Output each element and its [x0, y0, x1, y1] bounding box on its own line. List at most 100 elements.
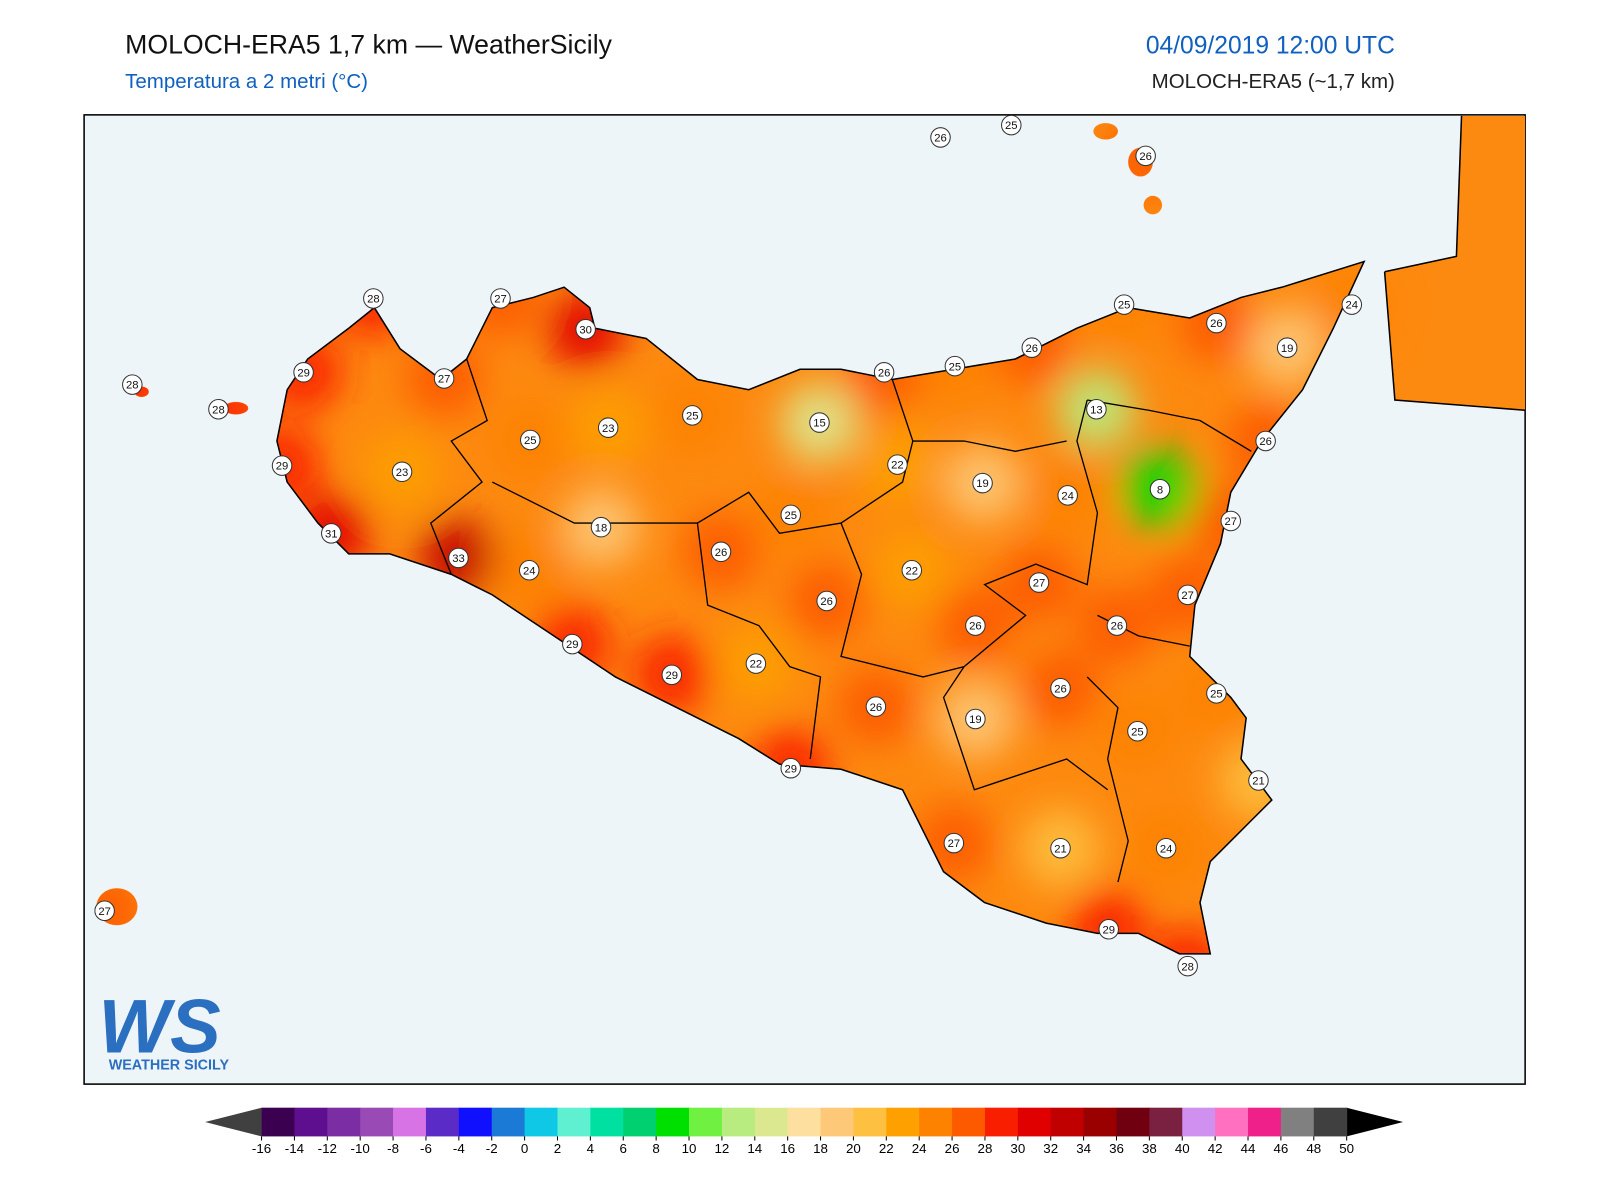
- colorbar-tick-label: 10: [682, 1141, 697, 1156]
- station-marker: [293, 362, 314, 383]
- station-marker: [1341, 294, 1363, 315]
- colorbar-box: [656, 1107, 690, 1137]
- colorbar-tick-label: 16: [780, 1141, 795, 1156]
- colorbar-tick-label: 24: [912, 1141, 927, 1156]
- station-marker: [1248, 770, 1269, 791]
- colorbar-tick-label: 30: [1010, 1141, 1025, 1156]
- model-name: MOLOCH-ERA5 (~1,7 km): [1152, 70, 1395, 93]
- province-borders: [429, 358, 1252, 883]
- colorbar-tick-label: 26: [945, 1141, 960, 1156]
- colorbar-box: [1248, 1107, 1282, 1137]
- station-marker: [965, 615, 986, 636]
- colorbar-box: [425, 1107, 460, 1137]
- colorbar-tick-label: 34: [1076, 1141, 1091, 1156]
- station-marker: [809, 412, 830, 433]
- station-marker: [590, 516, 612, 538]
- colorbar-box: [524, 1107, 558, 1137]
- station-value: 29: [566, 639, 579, 651]
- colorbar-tick-label: -16: [252, 1141, 271, 1156]
- logo-name: WEATHER SICILY: [109, 1058, 230, 1074]
- colorbar-tick-label: 2: [554, 1141, 561, 1156]
- station-value: 23: [396, 467, 409, 479]
- station-value: 28: [126, 380, 139, 392]
- logo-letters: WS: [98, 984, 220, 1069]
- station-value: 25: [524, 435, 537, 447]
- colorbar-tick-label: 42: [1208, 1141, 1223, 1156]
- station-marker: [1206, 312, 1227, 334]
- station-value: 25: [686, 410, 699, 422]
- colorbar-box: [590, 1107, 624, 1137]
- colorbar-box: [393, 1107, 427, 1137]
- station-labels: 26 25 26 28 27 30 29 27 28 28 23 25 15 25 26 25 26 25 26 24…: [94, 114, 1363, 977]
- colorbar-tick-label: 38: [1142, 1141, 1157, 1156]
- colorbar-box: [886, 1107, 920, 1137]
- colorbar-box: [261, 1107, 295, 1137]
- colorbar-tick-label: 46: [1273, 1141, 1288, 1156]
- station-marker: [1098, 918, 1119, 940]
- station-value: 26: [1139, 151, 1152, 163]
- station-value: 25: [949, 361, 962, 373]
- station-value: 24: [523, 565, 536, 577]
- colorbar-tick-label: 18: [813, 1141, 828, 1156]
- station-value: 28: [212, 404, 225, 416]
- station-marker: [518, 559, 540, 581]
- station-value: 19: [976, 478, 989, 490]
- station-value: 24: [1160, 843, 1173, 855]
- station-marker: [780, 504, 802, 526]
- colorbar-box: [458, 1107, 493, 1137]
- station-value: 26: [870, 702, 883, 714]
- station-value: 27: [1033, 578, 1046, 590]
- station-marker: [1276, 337, 1298, 358]
- datetime: 04/09/2019 12:00 UTC: [1146, 32, 1395, 59]
- colorbar-box: [1017, 1107, 1052, 1137]
- colorbar-box: [1116, 1107, 1150, 1137]
- station-value: 26: [1026, 343, 1039, 355]
- colorbar-tick-label: -12: [318, 1141, 337, 1156]
- colorbar-tick-label: -8: [387, 1141, 399, 1156]
- subtitle: Temperatura a 2 metri (°C): [125, 70, 368, 93]
- station-value: 25: [1118, 300, 1131, 312]
- colorbar-tick-label: 28: [978, 1141, 993, 1156]
- colorbar-tick-label: 12: [714, 1141, 729, 1156]
- station-marker: [1206, 683, 1227, 704]
- colorbar-tick-label: -6: [420, 1141, 432, 1156]
- colorbar-tick-label: 20: [846, 1141, 861, 1156]
- station-marker: [363, 288, 384, 309]
- colorbar-box: [1182, 1107, 1216, 1137]
- station-value: 27: [494, 294, 507, 306]
- station-value: 31: [325, 528, 338, 540]
- station-value: 27: [98, 906, 111, 918]
- station-marker: [1021, 337, 1043, 358]
- colorbar-box: [1215, 1107, 1249, 1137]
- colorbar-box: [820, 1107, 854, 1137]
- station-value: 15: [813, 418, 826, 430]
- station-marker: [944, 355, 966, 377]
- station-value: 24: [1346, 300, 1359, 312]
- colorbar-under: [205, 1107, 262, 1137]
- station-value: 21: [1252, 776, 1265, 788]
- colorbar-box: [1313, 1107, 1348, 1137]
- station-marker: [873, 362, 895, 383]
- station-marker: [1028, 572, 1050, 593]
- colorbar-tick-label: -4: [453, 1141, 465, 1156]
- station-value: 26: [969, 621, 982, 633]
- station-marker: [490, 288, 511, 309]
- colorbar-box: [1050, 1107, 1085, 1137]
- station-value: 27: [1225, 516, 1238, 528]
- station-value: 22: [750, 659, 763, 671]
- logo: WS WEATHER SICILY: [98, 984, 229, 1073]
- station-marker: [1050, 677, 1071, 699]
- station-marker: [1001, 114, 1022, 136]
- coastline: [1383, 115, 1526, 412]
- colorbar-tick-label: -2: [486, 1141, 498, 1156]
- colorbar-box: [689, 1107, 723, 1137]
- station-marker: [816, 590, 837, 612]
- station-marker: [965, 708, 986, 730]
- station-marker: [1057, 485, 1078, 506]
- colorbar-box: [491, 1107, 526, 1137]
- station-value: 29: [1102, 924, 1115, 936]
- station-marker: [943, 832, 965, 854]
- station-marker: [122, 374, 143, 395]
- station-value: 26: [878, 367, 891, 379]
- station-value: 25: [785, 510, 798, 522]
